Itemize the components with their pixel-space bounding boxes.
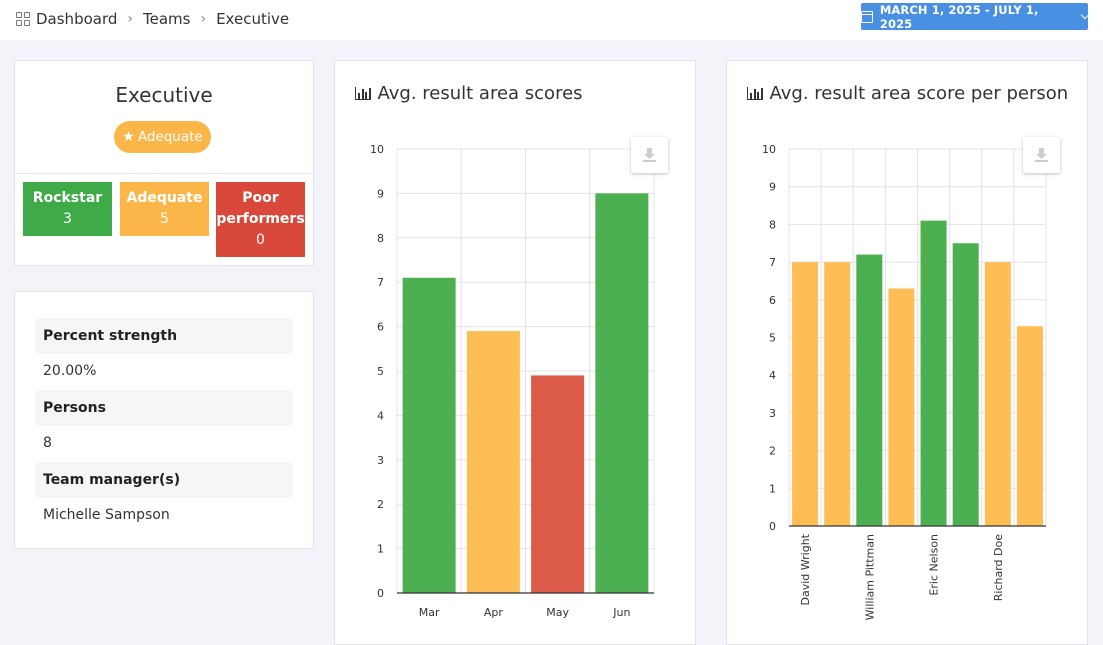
breadcrumb-dashboard[interactable]: Dashboard	[36, 10, 118, 28]
x-tick-label: William Pittman	[863, 534, 876, 620]
bar[interactable]	[1016, 326, 1043, 526]
download-icon	[643, 148, 656, 162]
bar[interactable]	[531, 375, 585, 593]
tile-label: Rockstar	[32, 190, 103, 206]
y-tick-label: 7	[769, 256, 776, 269]
chart-title: Avg. result area scores	[355, 83, 583, 104]
y-tick-label: 4	[769, 369, 776, 382]
bar[interactable]	[595, 193, 649, 593]
y-tick-label: 7	[377, 276, 384, 289]
bar[interactable]	[792, 262, 819, 526]
team-title: Executive	[115, 83, 213, 107]
rockstar-tile: Rockstar 3	[23, 182, 112, 236]
monthly-scores-chart-card: Avg. result area scores 0 1 2 3 4 5 6 7 8 9 10 Mar A…	[334, 60, 696, 645]
x-tick-label: Mar	[419, 606, 440, 619]
poor-performers-tile: Poor performers 0	[216, 182, 305, 257]
status-badge-label: Adequate	[137, 129, 203, 145]
per-person-chart: 0 1 2 3 4 5 6 7 8 9 10 David Wright William Pittman E…	[762, 143, 1047, 620]
date-range-label: MARCH 1, 2025 - JULY 1, 2025	[879, 2, 1039, 31]
percent-strength-label: Percent strength	[35, 318, 293, 354]
chart-title-text: Avg. result area score per person	[769, 83, 1069, 104]
y-tick-label: 1	[377, 543, 384, 556]
download-chart-button[interactable]	[1023, 137, 1060, 173]
persons-value: 8	[43, 435, 52, 451]
y-tick-label: 5	[769, 332, 776, 345]
tile-count: 0	[256, 232, 265, 248]
team-managers-value: Michelle Sampson	[43, 507, 170, 523]
chart-title: Avg. result area score per person	[747, 83, 1068, 104]
breadcrumb-current: Executive	[216, 10, 290, 28]
y-tick-label: 2	[377, 498, 384, 511]
bar[interactable]	[402, 277, 456, 593]
bar-chart-icon	[355, 87, 371, 100]
y-tick-label: 8	[769, 218, 776, 231]
y-tick-label: 2	[769, 445, 776, 458]
tile-label: Poor performers	[216, 190, 305, 227]
top-bar: Dashboard › Teams › Executive MARCH 1, 2…	[0, 0, 1103, 40]
chevron-right-icon: ›	[127, 11, 133, 27]
team-summary-card: Executive ★ Adequate Rockstar 3 Adequate…	[14, 60, 314, 266]
persons-label: Persons	[35, 390, 293, 426]
status-badge: ★ Adequate	[114, 121, 211, 153]
bar[interactable]	[984, 262, 1011, 526]
x-tick-label: David Wright	[799, 533, 812, 605]
y-tick-label: 5	[377, 365, 384, 378]
y-tick-label: 6	[769, 294, 776, 307]
download-chart-button[interactable]	[631, 137, 668, 173]
y-tick-label: 8	[377, 232, 384, 245]
y-tick-label: 0	[377, 587, 384, 600]
x-tick-label: Eric Nelson	[928, 534, 941, 596]
y-tick-label: 3	[769, 407, 776, 420]
star-icon: ★	[122, 129, 135, 145]
x-tick-label: Apr	[484, 606, 504, 619]
calendar-icon	[861, 10, 873, 23]
y-tick-label: 4	[377, 409, 384, 422]
per-person-chart-card: Avg. result area score per person 0 1 2 3 4 5…	[726, 60, 1088, 645]
y-tick-label: 9	[377, 187, 384, 200]
x-tick-label: Jun	[612, 606, 630, 619]
y-tick-label: 0	[769, 520, 776, 533]
bar[interactable]	[920, 220, 947, 526]
x-tick-label: Richard Doe	[992, 534, 1005, 601]
y-tick-label: 1	[769, 482, 776, 495]
bar[interactable]	[466, 331, 520, 593]
chevron-down-icon	[1080, 10, 1090, 20]
adequate-tile: Adequate 5	[120, 182, 209, 236]
breadcrumb: Dashboard › Teams › Executive	[16, 10, 289, 28]
bar[interactable]	[888, 288, 915, 526]
dashboard-grid-icon	[16, 12, 30, 26]
chart-title-text: Avg. result area scores	[377, 83, 583, 104]
percent-strength-value: 20.00%	[43, 363, 97, 379]
date-range-button[interactable]: MARCH 1, 2025 - JULY 1, 2025	[861, 2, 1090, 31]
monthly-scores-chart: 0 1 2 3 4 5 6 7 8 9 10 Mar Apr May Jun	[370, 143, 655, 619]
y-tick-label: 10	[762, 143, 776, 156]
divider	[15, 173, 313, 174]
download-icon	[1035, 148, 1048, 162]
bar[interactable]	[856, 254, 883, 526]
tile-label: Adequate	[126, 190, 203, 206]
tile-count: 3	[63, 211, 72, 227]
team-info-card: Percent strength 20.00% Persons 8 Team m…	[14, 291, 314, 549]
bar[interactable]	[952, 243, 979, 526]
y-tick-label: 6	[377, 321, 384, 334]
bar-chart-icon	[747, 87, 763, 100]
y-tick-label: 9	[769, 181, 776, 194]
chevron-right-icon: ›	[200, 11, 207, 27]
y-tick-label: 3	[377, 454, 384, 467]
x-tick-label: May	[546, 606, 569, 619]
breadcrumb-teams[interactable]: Teams	[143, 10, 191, 28]
team-managers-label: Team manager(s)	[35, 462, 293, 498]
y-tick-label: 10	[370, 143, 384, 156]
tile-count: 5	[160, 211, 169, 227]
bar[interactable]	[824, 262, 851, 526]
